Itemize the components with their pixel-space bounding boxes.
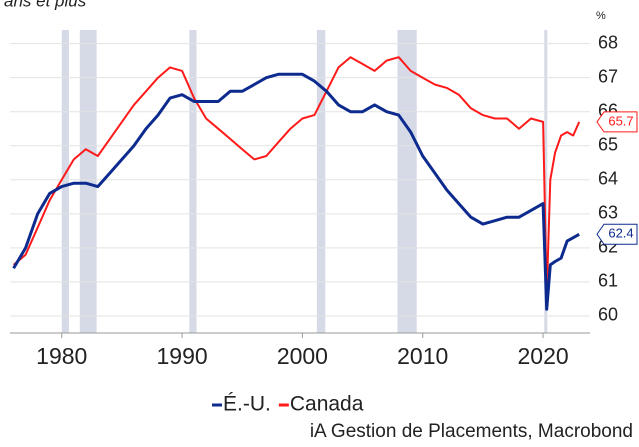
x-tick-label: 2000 — [277, 343, 328, 369]
legend-label: Canada — [290, 393, 364, 416]
y-tick-label: 68 — [598, 32, 618, 52]
x-tick-label: 2010 — [397, 343, 448, 369]
end-label: 65.7 — [608, 113, 633, 128]
recession-band — [61, 30, 69, 333]
line-series — [12, 56, 581, 297]
recession-band — [79, 30, 97, 333]
line-series — [12, 72, 580, 311]
chart-title: ans et plus — [4, 0, 87, 10]
recession-band — [544, 30, 548, 333]
y-tick-label: 65 — [598, 135, 618, 155]
y-unit: % — [596, 10, 606, 22]
x-tick-label: 2020 — [517, 343, 568, 369]
y-tick-label: 61 — [598, 271, 618, 291]
end-label: 62.4 — [608, 226, 633, 241]
recession-band — [316, 30, 326, 333]
legend-label: É.-U. — [223, 393, 271, 416]
end-label-box — [596, 223, 638, 245]
y-tick-label: 60 — [598, 305, 618, 325]
end-label-box — [596, 111, 638, 133]
recession-band — [397, 30, 417, 333]
y-tick-label: 63 — [598, 203, 618, 223]
y-tick-label: 67 — [598, 66, 618, 86]
y-tick-label: 64 — [598, 169, 618, 189]
x-tick-label: 1990 — [156, 343, 207, 369]
x-tick-label: 1980 — [36, 343, 87, 369]
recession-band — [189, 30, 197, 333]
source: iA Gestion de Placements, Macrobond — [310, 421, 633, 442]
